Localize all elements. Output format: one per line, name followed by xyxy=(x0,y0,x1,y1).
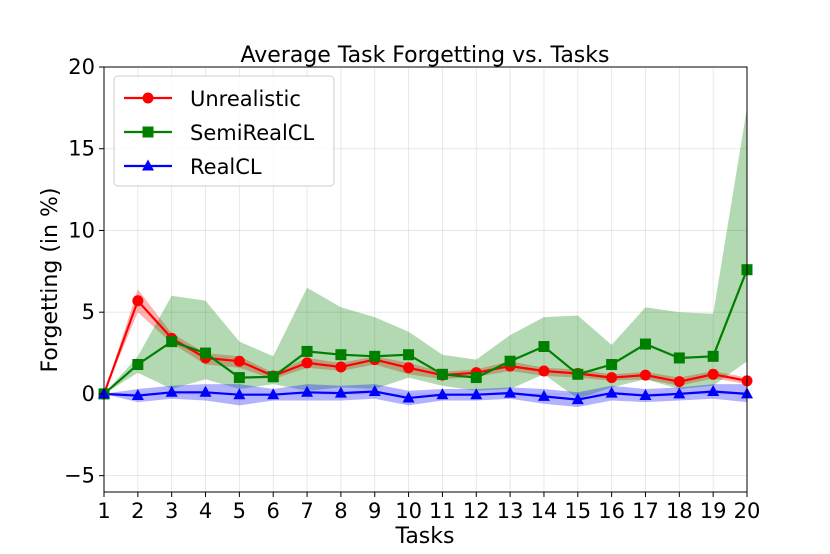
realcl-point xyxy=(368,384,381,396)
y-tick-label: 20 xyxy=(68,55,95,79)
realcl-point xyxy=(537,389,550,401)
x-axis-ticks: 1 2 3 4 5 6 7 8 9 10 11 12 13 14 15 16 17 18 19 20 xyxy=(97,492,760,523)
semirealcl-point xyxy=(132,359,144,370)
x-tick-label: 5 xyxy=(233,499,246,523)
x-tick-label: 19 xyxy=(700,499,727,523)
realcl-point xyxy=(639,389,652,401)
realcl-point xyxy=(131,389,144,401)
x-tick-label: 20 xyxy=(734,499,761,523)
x-tick-label: 3 xyxy=(165,499,178,523)
x-tick-label: 10 xyxy=(395,499,422,523)
semirealcl-point xyxy=(504,355,516,367)
x-tick-label: 4 xyxy=(199,499,212,523)
y-axis-ticks: −5 0 5 10 15 20 xyxy=(64,55,104,488)
semirealcl-point xyxy=(470,372,482,384)
legend-marker-realcl xyxy=(142,159,154,171)
semirealcl-point xyxy=(335,349,347,361)
realcl-point xyxy=(605,386,618,398)
x-tick-label: 8 xyxy=(334,499,347,523)
x-tick-label: 15 xyxy=(564,499,591,523)
y-tick-label: 0 xyxy=(82,382,95,406)
unrealistic-point xyxy=(301,357,313,369)
x-tick-label: 1 xyxy=(97,499,110,523)
series-lines xyxy=(102,269,749,401)
legend-label-unrealistic: Unrealistic xyxy=(190,87,301,111)
x-tick-label: 12 xyxy=(463,499,490,523)
semirealcl-point xyxy=(606,359,618,370)
realcl-point xyxy=(267,388,280,400)
semirealcl-point xyxy=(403,349,415,361)
legend: Unrealistic SemiRealCL RealCL xyxy=(113,75,335,187)
y-tick-label: −5 xyxy=(64,464,95,488)
semirealcl-band xyxy=(104,107,747,399)
semirealcl-point xyxy=(572,368,584,380)
x-tick-label: 18 xyxy=(666,499,693,523)
x-tick-label: 16 xyxy=(598,499,625,523)
x-tick-label: 6 xyxy=(267,499,280,523)
chart-title: Average Task Forgetting vs. Tasks xyxy=(241,43,610,68)
unrealistic-point xyxy=(403,362,415,374)
realcl-point xyxy=(436,388,449,400)
realcl-point xyxy=(199,385,212,397)
semirealcl-point xyxy=(233,372,245,384)
x-tick-label: 17 xyxy=(632,499,659,523)
x-axis-label: Tasks xyxy=(395,524,455,549)
x-tick-label: 7 xyxy=(300,499,313,523)
y-tick-label: 15 xyxy=(68,137,95,161)
legend-box xyxy=(113,75,335,187)
unrealistic-point xyxy=(132,295,144,307)
semirealcl-point xyxy=(166,336,178,348)
unrealistic-point xyxy=(606,372,618,384)
realcl-point xyxy=(673,387,686,399)
legend-label-realcl: RealCL xyxy=(190,155,262,179)
semirealcl-point xyxy=(639,338,651,350)
realcl-point xyxy=(504,386,517,398)
y-tick-label: 10 xyxy=(68,218,95,242)
legend-marker-semirealcl xyxy=(142,126,154,138)
y-axis-label: Forgetting (in %) xyxy=(38,188,63,373)
x-tick-label: 11 xyxy=(429,499,456,523)
realcl-point xyxy=(301,385,314,397)
unrealistic-point xyxy=(673,376,685,388)
realcl-point xyxy=(334,386,347,398)
plot-frame xyxy=(103,66,748,493)
semirealcl-line xyxy=(103,269,749,395)
x-tick-label: 9 xyxy=(368,499,381,523)
unrealistic-point xyxy=(335,361,347,373)
x-tick-label: 13 xyxy=(497,499,524,523)
unrealistic-point xyxy=(707,368,719,380)
semirealcl-point xyxy=(673,352,685,364)
x-tick-label: 14 xyxy=(531,499,558,523)
realcl-point xyxy=(470,388,483,400)
realcl-point xyxy=(571,393,584,405)
semirealcl-point xyxy=(267,371,279,383)
semirealcl-point xyxy=(200,347,212,359)
realcl-point xyxy=(707,384,720,396)
semirealcl-point xyxy=(538,341,550,353)
unrealistic-point xyxy=(639,369,651,381)
y-tick-label: 5 xyxy=(82,300,95,324)
semirealcl-point xyxy=(707,350,719,362)
legend-marker-unrealistic xyxy=(142,92,154,104)
unrealistic-point xyxy=(538,365,550,377)
legend-label-semirealcl: SemiRealCL xyxy=(190,121,314,145)
realcl-point xyxy=(165,385,178,397)
semirealcl-point xyxy=(369,350,381,362)
realcl-line xyxy=(103,390,748,401)
semirealcl-point xyxy=(436,368,448,380)
unrealistic-point xyxy=(233,355,245,367)
realcl-point xyxy=(402,391,415,403)
x-tick-label: 2 xyxy=(131,499,144,523)
realcl-point xyxy=(233,388,246,400)
semirealcl-point xyxy=(301,345,313,357)
